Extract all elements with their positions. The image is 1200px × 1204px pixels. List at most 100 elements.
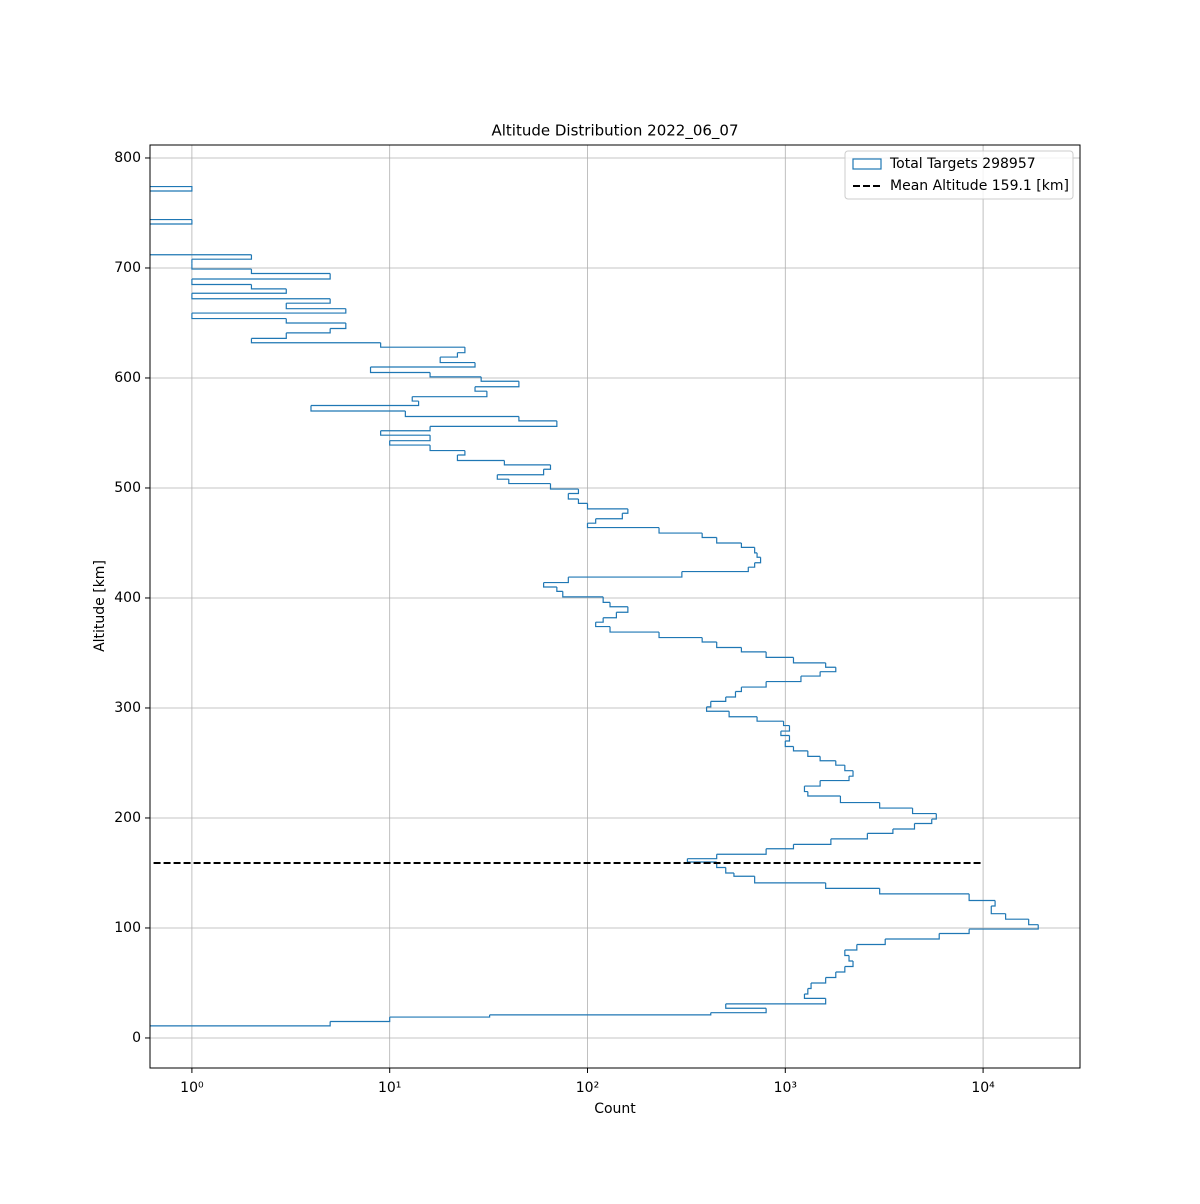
histogram-step (568, 571, 683, 578)
histogram-step (716, 641, 742, 649)
histogram-step (706, 701, 712, 708)
histogram-step (879, 888, 970, 895)
histogram-step (820, 776, 850, 782)
histogram-step (811, 977, 827, 984)
histogram-step (804, 780, 821, 787)
histogram-step (508, 479, 551, 485)
histogram-step (754, 876, 826, 884)
histogram-step (780, 731, 790, 737)
histogram-step (489, 1012, 712, 1016)
y-tick-label: 300 (114, 700, 141, 716)
y-tick-label: 600 (114, 370, 141, 386)
histogram-step (756, 716, 784, 722)
histogram-step (587, 518, 597, 524)
histogram-step (496, 474, 509, 480)
histogram-step (586, 503, 628, 510)
histogram-step (543, 577, 569, 584)
histogram-step (251, 332, 287, 339)
histogram-step (820, 667, 837, 673)
histogram-step (766, 676, 802, 683)
histogram-step (658, 527, 703, 534)
histogram-step (716, 537, 742, 544)
histogram-step (931, 813, 937, 820)
histogram-step (412, 391, 488, 398)
histogram-step (825, 662, 836, 668)
histogram-step (705, 706, 730, 712)
histogram-step (804, 988, 809, 995)
histogram-step (856, 938, 886, 946)
histogram-step (793, 838, 832, 845)
histogram-step (250, 269, 331, 275)
histogram-step (567, 493, 579, 500)
histogram-step (803, 786, 808, 793)
histogram-step (609, 602, 628, 608)
histogram-step (389, 435, 431, 442)
histogram-step (595, 513, 623, 520)
histogram-step (844, 944, 858, 951)
histogram-step (807, 750, 821, 757)
histogram-step (480, 376, 519, 382)
histogram-step (474, 386, 487, 392)
histogram-step (792, 746, 808, 752)
legend: Total Targets 298957 Mean Altitude 159.1 … (844, 150, 1074, 200)
histogram-step (457, 450, 466, 456)
y-tick-label: 100 (114, 920, 141, 936)
histogram-step (285, 303, 346, 310)
histogram-step (849, 770, 854, 777)
y-tick-label: 500 (114, 480, 141, 496)
histogram-step (807, 791, 841, 797)
y-tick-label: 200 (114, 810, 141, 826)
histogram-step (389, 440, 431, 446)
histogram-step (968, 893, 996, 902)
histogram-step (330, 1017, 391, 1023)
histogram-step (609, 626, 660, 633)
histogram-step (150, 254, 252, 256)
legend-label: Total Targets 298957 (889, 156, 1036, 172)
histogram-step (701, 533, 717, 539)
histogram-step (475, 381, 520, 388)
histogram-step (766, 844, 795, 850)
histogram-step (549, 483, 579, 490)
histogram-step (756, 552, 761, 558)
histogram-step (725, 998, 827, 1005)
x-tick-label: 10² (576, 1080, 599, 1096)
histogram-step (369, 366, 431, 374)
histogram-step (150, 219, 193, 225)
histogram-step (991, 900, 996, 907)
histogram-step (586, 523, 660, 529)
histogram-step (430, 420, 558, 427)
histogram-step (622, 508, 629, 514)
histogram-step (380, 430, 431, 436)
histogram-step (150, 218, 192, 221)
x-tick-label: 10³ (774, 1080, 797, 1096)
histogram-step (286, 328, 331, 334)
histogram-step (782, 721, 790, 727)
x-tick-label: 10⁴ (971, 1080, 995, 1096)
plot-area (150, 185, 1039, 1027)
histogram-step (740, 647, 767, 653)
histogram-step (616, 606, 629, 613)
histogram-step (701, 637, 717, 643)
histogram-step (911, 808, 937, 815)
histogram-step (150, 1021, 331, 1027)
histogram-step (879, 802, 913, 809)
histogram-step (603, 612, 617, 619)
histogram-step (939, 929, 970, 935)
histogram-step (710, 1008, 767, 1014)
histogram-step (456, 454, 505, 462)
histogram-step (1005, 913, 1029, 920)
y-tick-label: 400 (114, 590, 141, 606)
axes: 10⁰ 10¹ 10² 10³ 10⁴ 0 100 200 300 400 500 600 700 800 (114, 150, 995, 1096)
legend-box (844, 150, 1074, 200)
histogram-step (404, 410, 519, 418)
histogram-step (497, 469, 545, 476)
histogram-step (835, 760, 845, 766)
y-axis-label: Altitude [km] (92, 560, 108, 652)
histogram-step (658, 632, 703, 639)
legend-swatch (852, 158, 882, 170)
histogram-step (687, 854, 718, 860)
histogram-step (914, 819, 933, 825)
histogram-step (1028, 919, 1039, 926)
